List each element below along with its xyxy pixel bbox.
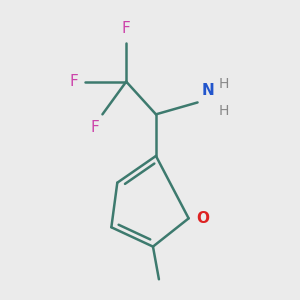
Text: N: N [202, 83, 215, 98]
Text: F: F [70, 74, 79, 89]
Text: F: F [91, 120, 100, 135]
Text: O: O [196, 211, 209, 226]
Text: H: H [219, 77, 229, 91]
Text: H: H [219, 104, 229, 118]
Text: F: F [122, 21, 130, 36]
